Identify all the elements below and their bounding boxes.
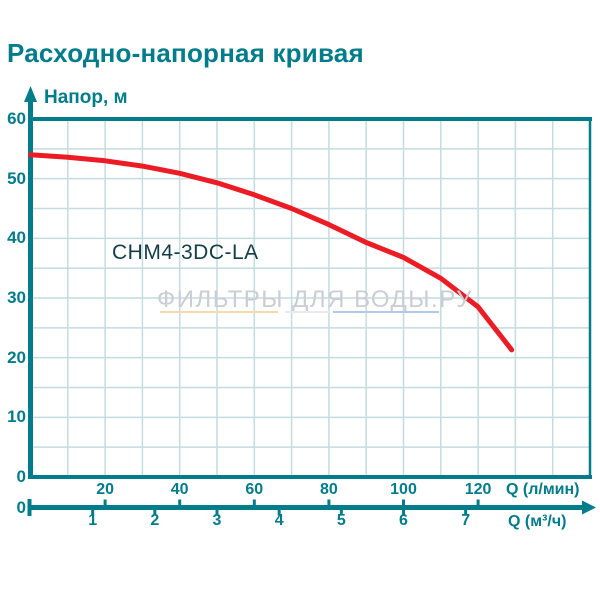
x-tick-label-lmin: 80 <box>319 481 338 498</box>
series-label: CHM4-3DC-LA <box>112 241 259 264</box>
y-tick-label: 0 <box>16 467 26 486</box>
y-axis-arrow <box>24 86 37 477</box>
y-tick-label: 40 <box>7 228 26 248</box>
x-tick-label-lmin: 60 <box>245 481 264 498</box>
page-title: Расходно-напорная кривая <box>7 38 364 68</box>
watermark: ФИЛЬТРЫ ДЛЯ ВОДЫ.РУ <box>157 286 473 313</box>
x-tick-label-m3h: 7 <box>461 512 471 529</box>
x-tick-label-m3h: 3 <box>212 512 222 529</box>
x-axis-title-lmin: Q (л/мин) <box>506 481 580 498</box>
y-tick-label: 50 <box>7 168 26 188</box>
x-tick-label-lmin: 100 <box>390 481 417 498</box>
pump-curve <box>28 152 515 353</box>
watermark-underline-peach <box>160 311 278 313</box>
x-scale-bar-arrow <box>27 499 596 516</box>
y-tick-label: 20 <box>7 347 26 367</box>
x-axis-title-m3h: Q (м³/ч) <box>508 513 567 530</box>
x-tick-label-lmin: 120 <box>464 481 492 498</box>
x-scale-zero-label: 0 <box>16 497 26 517</box>
x-tick-label-m3h: 2 <box>150 512 160 529</box>
x-tick-label-lmin: 40 <box>170 481 189 498</box>
x-tick-label-m3h: 6 <box>399 512 408 529</box>
y-axis-arrowhead <box>24 86 37 102</box>
x-tick-label-lmin: 20 <box>96 481 114 498</box>
x-scale-arrowhead <box>582 500 596 515</box>
y-tick-label: 10 <box>7 407 26 427</box>
y-tick-label: 60 <box>7 109 26 128</box>
watermark-underline-gray <box>285 311 329 313</box>
x-tick-label-m3h: 5 <box>336 512 346 529</box>
watermark-underline-blue <box>333 311 439 313</box>
pump-curve-line <box>28 152 515 353</box>
plot-frame <box>28 117 592 479</box>
x-tick-label-m3h: 4 <box>274 512 284 529</box>
x-tick-label-m3h: 1 <box>88 512 98 529</box>
y-axis-title: Напор, м <box>44 87 128 108</box>
y-tick-label: 30 <box>7 288 26 307</box>
